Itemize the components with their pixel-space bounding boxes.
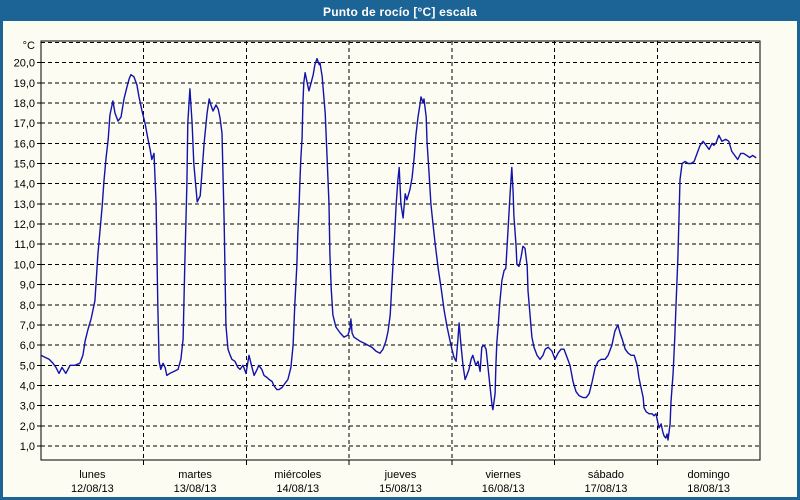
- window-title: Punto de rocío [°C] escala: [322, 5, 478, 19]
- plot-frame: [40, 40, 761, 461]
- day-name-label: jueves: [384, 469, 417, 481]
- day-name-label: viernes: [485, 469, 521, 481]
- dewpoint-line: [40, 57, 757, 441]
- y-tick-label: 11,0: [14, 239, 35, 251]
- y-tick-label: 2,0: [20, 421, 35, 433]
- y-tick-label: 16,0: [14, 138, 35, 150]
- y-tick-label: 9,0: [20, 280, 35, 292]
- y-tick-label: 20,0: [14, 58, 35, 70]
- day-name-label: sábado: [588, 469, 624, 481]
- y-tick-label: 18,0: [14, 98, 35, 110]
- day-date-label: 17/08/13: [585, 483, 628, 495]
- y-tick-label: 4,0: [20, 381, 35, 393]
- y-tick-label: 1,0: [20, 441, 35, 453]
- window-titlebar: Punto de rocío [°C] escala: [3, 3, 797, 21]
- y-tick-label: 10,0: [14, 259, 35, 271]
- dewpoint-chart-canvas: 1,0 2,0 3,0 4,0 5,0 6,0 7,0 8,0 9,0 10,0 11,0 12,0 1…: [14, 40, 761, 495]
- day-name-label: lunes: [79, 469, 106, 481]
- day-date-label: 16/08/13: [482, 483, 525, 495]
- day-date-label: 18/08/13: [687, 483, 730, 495]
- y-tick-label: 3,0: [20, 401, 35, 413]
- day-name-label: miércoles: [274, 469, 322, 481]
- day-date-label: 12/08/13: [71, 483, 114, 495]
- y-tick-label: 6,0: [20, 340, 35, 352]
- y-tick-label: 12,0: [14, 219, 35, 231]
- day-date-label: 15/08/13: [379, 483, 422, 495]
- y-tick-label: 14,0: [14, 179, 35, 191]
- y-tick-label: 15,0: [14, 159, 35, 171]
- y-tick-label: 17,0: [14, 118, 35, 130]
- y-tick-label: 5,0: [20, 360, 35, 372]
- day-name-label: martes: [178, 469, 212, 481]
- y-tick-label: 19,0: [14, 78, 35, 90]
- y-tick-label: 7,0: [20, 320, 35, 332]
- day-date-label: 14/08/13: [276, 483, 319, 495]
- y-tick-label: 8,0: [20, 300, 35, 312]
- day-name-label: domingo: [688, 469, 730, 481]
- y-tick-label: 13,0: [14, 199, 35, 211]
- y-axis-unit-label: °C: [23, 40, 35, 52]
- day-date-label: 13/08/13: [174, 483, 217, 495]
